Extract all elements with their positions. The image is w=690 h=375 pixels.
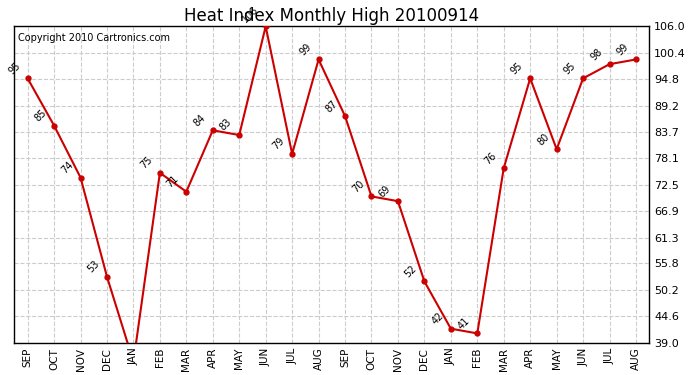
Text: Copyright 2010 Cartronics.com: Copyright 2010 Cartronics.com bbox=[17, 33, 170, 43]
Text: 99: 99 bbox=[297, 42, 313, 57]
Text: 76: 76 bbox=[482, 150, 498, 166]
Text: 42: 42 bbox=[429, 311, 445, 327]
Text: 71: 71 bbox=[165, 174, 181, 189]
Text: 98: 98 bbox=[589, 46, 604, 62]
Text: 85: 85 bbox=[32, 108, 48, 123]
Text: 87: 87 bbox=[324, 98, 339, 114]
Text: 70: 70 bbox=[350, 178, 366, 194]
Text: 75: 75 bbox=[139, 155, 155, 171]
Text: 53: 53 bbox=[86, 259, 101, 274]
Text: 106: 106 bbox=[240, 4, 260, 24]
Text: 35: 35 bbox=[0, 374, 1, 375]
Text: 95: 95 bbox=[6, 60, 22, 76]
Text: 80: 80 bbox=[535, 131, 551, 147]
Text: 99: 99 bbox=[615, 42, 631, 57]
Text: 84: 84 bbox=[192, 112, 207, 128]
Text: 69: 69 bbox=[377, 183, 393, 199]
Text: 95: 95 bbox=[509, 60, 524, 76]
Text: 79: 79 bbox=[270, 136, 286, 152]
Text: 95: 95 bbox=[562, 60, 578, 76]
Text: 52: 52 bbox=[403, 263, 419, 279]
Title: Heat Index Monthly High 20100914: Heat Index Monthly High 20100914 bbox=[184, 7, 480, 25]
Text: 74: 74 bbox=[59, 159, 75, 176]
Text: 83: 83 bbox=[218, 117, 234, 133]
Text: 41: 41 bbox=[456, 315, 472, 331]
